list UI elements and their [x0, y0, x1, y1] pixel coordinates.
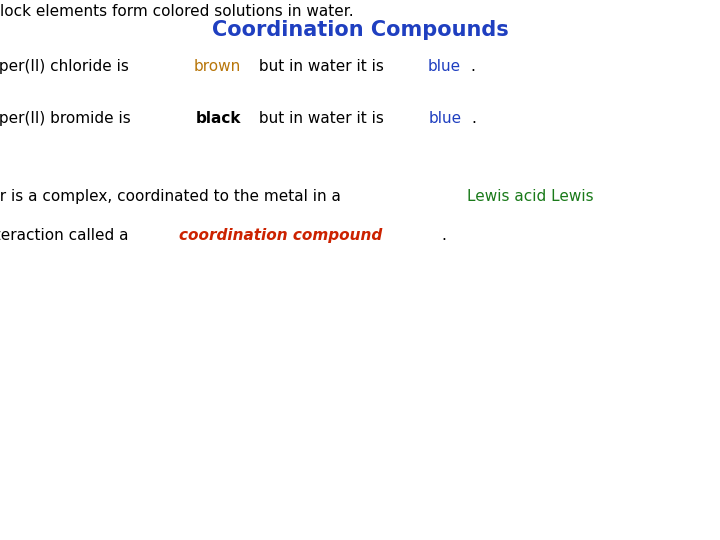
- Text: black: black: [196, 111, 241, 126]
- Text: blue: blue: [428, 111, 462, 126]
- Text: Lewis acid Lewis: Lewis acid Lewis: [467, 188, 593, 204]
- Text: .: .: [441, 227, 446, 242]
- Text: Many d-block elements form colored solutions in water.: Many d-block elements form colored solut…: [0, 4, 354, 19]
- Text: Solid copper(II) chloride is: Solid copper(II) chloride is: [0, 59, 134, 73]
- Text: but in water it is: but in water it is: [254, 59, 389, 73]
- Text: but in water it is: but in water it is: [254, 111, 389, 126]
- Text: .: .: [471, 111, 476, 126]
- Text: Solid copper(II) bromide is: Solid copper(II) bromide is: [0, 111, 135, 126]
- Text: Coordination Compounds: Coordination Compounds: [212, 20, 508, 40]
- Text: The water is a complex, coordinated to the metal in a: The water is a complex, coordinated to t…: [0, 188, 346, 204]
- Text: blue: blue: [428, 59, 462, 73]
- Text: coordination compound: coordination compound: [179, 227, 382, 242]
- Text: interaction called a: interaction called a: [0, 227, 134, 242]
- Text: brown: brown: [193, 59, 240, 73]
- Text: .: .: [471, 59, 476, 73]
